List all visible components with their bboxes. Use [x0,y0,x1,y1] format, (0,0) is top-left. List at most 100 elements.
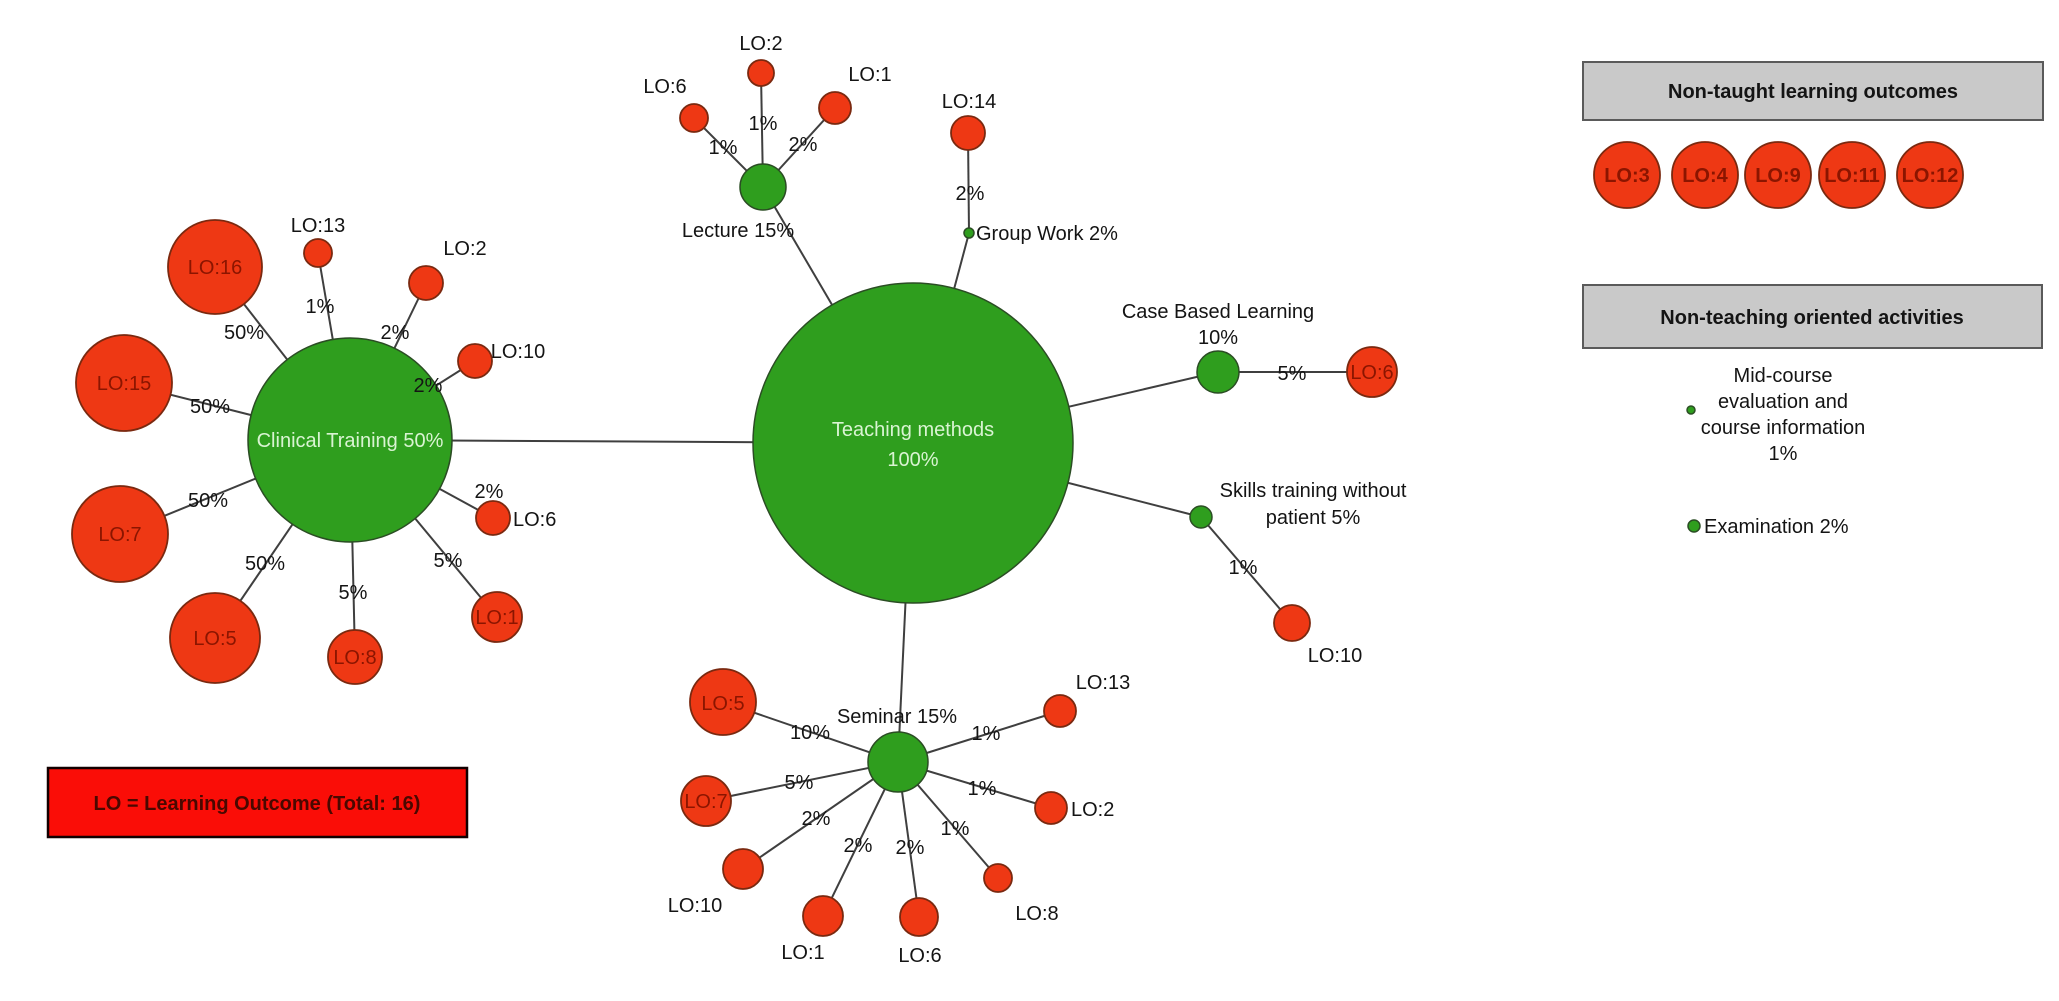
edge-line [705,761,899,802]
outcome-node-lo1 [471,591,523,643]
outcome-label: LO:3 [1604,165,1650,187]
outcome-node-lo2 [747,59,775,87]
outcome-label: LO:6 [643,76,686,98]
outcome-node-lo10 [1273,604,1311,642]
outcome-node-lo4 [1671,141,1739,209]
mid-course-label-line3: course information [1701,417,1866,439]
edge-percent-label: 2% [802,808,831,830]
legend-label: LO = Learning Outcome (Total: 16) [94,793,421,815]
edge-percent-label: 50% [190,396,230,418]
outcome-label: LO:1 [848,64,891,86]
lecture-node [739,163,787,211]
outcome-label: LO:4 [1682,165,1728,187]
outcome-label: LO:6 [513,509,556,531]
non-teaching-panel: Non-teaching oriented activities Mid-cou… [1582,284,2043,538]
outcome-label: LO:10 [668,895,722,917]
group-work-node [963,227,975,239]
outcome-label: LO:13 [291,215,345,237]
skills-label-line2: patient 5% [1266,507,1361,529]
legend-box: LO = Learning Outcome (Total: 16) [46,766,469,839]
edge-percent-label: 1% [968,778,997,800]
non-taught-panel-title: Non-taught learning outcomes [1668,81,1958,103]
outcome-label: LO:5 [193,628,236,650]
outcome-node-lo13 [303,238,333,268]
teaching-methods-node [752,282,1074,604]
outcome-label: LO:14 [942,91,996,113]
edge-line [742,761,899,870]
outcome-label: LO:9 [1755,165,1801,187]
outcome-node-lo6 [1346,346,1398,398]
outcome-node-lo16 [167,219,263,315]
outcome-node-lo5 [689,668,757,736]
edge-percent-label: 5% [1278,363,1307,385]
edge-line [1200,516,1293,624]
outcome-node-lo13 [1043,694,1077,728]
seminar-label: Seminar 15% [837,706,957,728]
outcome-label: LO:2 [739,33,782,55]
lecture-label: Lecture 15% [682,220,795,242]
outcome-node-lo2 [1034,791,1068,825]
edge-percent-label: 2% [475,481,504,503]
outcome-label: LO:10 [491,341,545,363]
examination-dot [1687,519,1701,533]
edge-percent-label: 2% [414,375,443,397]
outcome-label: LO:13 [1076,672,1130,694]
outcome-label: LO:1 [475,607,518,629]
outcome-label: LO:8 [333,647,376,669]
node-labels: Teaching methods 100% Clinical Training … [97,33,1407,967]
outcome-node-lo2 [408,265,444,301]
outcome-node-lo6 [899,897,939,937]
outcome-label: LO:5 [701,693,744,715]
outcome-label: LO:11 [1824,165,1880,187]
outcome-label: LO:10 [1308,645,1362,667]
outcome-node-lo5 [169,592,261,684]
outcome-label: LO:2 [443,238,486,260]
seminar-node [867,731,929,793]
teaching-label-line2: 100% [887,449,938,471]
outcome-label: LO:1 [781,942,824,964]
outcome-node-lo1 [802,895,844,937]
outcome-node-lo6 [679,103,709,133]
outcome-label: LO:12 [1902,165,1959,187]
edge-percent-label: 2% [381,322,410,344]
edge-percent-label: 1% [1229,557,1258,579]
legend-rect [46,766,469,839]
outcome-label: LO:8 [1015,903,1058,925]
mid-course-label-line1: Mid-course [1734,365,1833,387]
clinical-label: Clinical Training 50% [257,430,444,452]
skills-label-line1: Skills training without [1220,480,1407,502]
outcome-label: LO:2 [1071,799,1114,821]
outcome-label: LO:6 [1350,362,1393,384]
outcome-node-lo1 [818,91,852,125]
edge-percent-label: 5% [785,772,814,794]
edge-percent-label: 2% [896,837,925,859]
outcome-label: LO:7 [684,791,727,813]
outcome-label: LO:16 [188,257,242,279]
outcome-node-lo11 [1818,141,1886,209]
outcome-node-lo12 [1896,141,1964,209]
teaching-label-line1: Teaching methods [832,419,994,441]
group-work-label: Group Work 2% [976,223,1118,245]
outcome-node-lo8 [983,863,1013,893]
outcome-label: LO:7 [98,524,141,546]
edge-percent-label: 2% [844,835,873,857]
edge-percent-label: 1% [749,113,778,135]
skills-training-node [1189,505,1213,529]
edge-percent-label: 10% [790,722,830,744]
outcome-node-lo6 [475,500,511,536]
edge-percent-label: 50% [245,553,285,575]
outcome-node-lo3 [1593,141,1661,209]
mid-course-label-line2: evaluation and [1718,391,1848,413]
edge-percent-label: 1% [941,818,970,840]
non-teaching-panel-header [1582,284,2043,349]
outcome-node-lo15 [75,334,173,432]
outcome-node-lo9 [1744,141,1812,209]
edge-percent-label: 2% [956,183,985,205]
non-taught-panel: Non-taught learning outcomes LO:3 LO:4 L… [1582,61,2044,209]
clinical-training-node [247,337,453,543]
outcome-node-lo7 [680,775,732,827]
case-based-label-line1: Case Based Learning [1122,301,1314,323]
case-based-label-line2: 10% [1198,327,1238,349]
outcome-node-lo14 [950,115,986,151]
